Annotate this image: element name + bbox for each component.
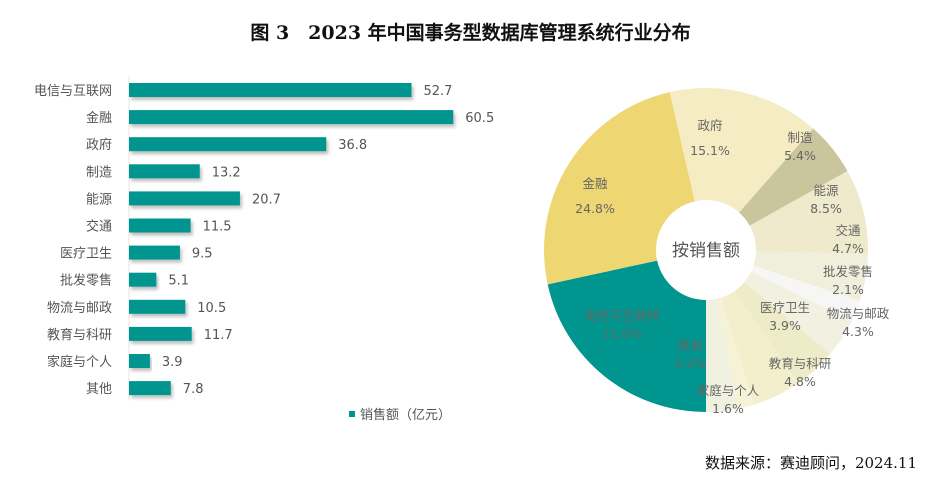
value-label: 20.7	[252, 192, 281, 207]
legend-label: 销售额（亿元）	[360, 407, 451, 423]
slice-label: 医疗卫生	[760, 300, 810, 315]
slice-percent: 8.5%	[810, 201, 842, 216]
category-label: 物流与邮政	[47, 301, 112, 316]
slice-percent: 4.3%	[842, 324, 874, 339]
slice-label: 电信与互联网	[584, 308, 659, 323]
bar	[129, 110, 454, 125]
slice-label: 物流与邮政	[827, 306, 890, 321]
slice-percent: 3.9%	[769, 318, 801, 333]
slice-percent: 21.6%	[602, 326, 642, 341]
slice-percent: 3.2%	[674, 356, 706, 371]
bar	[129, 137, 327, 152]
slice-label: 交通	[835, 223, 861, 238]
category-label: 政府	[86, 138, 112, 153]
bar	[129, 354, 150, 368]
bar	[129, 299, 186, 314]
bar	[129, 191, 240, 206]
bar	[129, 245, 180, 260]
category-label: 电信与互联网	[34, 84, 112, 99]
slice-percent: 4.7%	[832, 241, 864, 256]
slice-percent: 4.8%	[784, 374, 816, 389]
slice-label: 政府	[697, 118, 722, 133]
category-label: 家庭与个人	[47, 354, 112, 370]
bar	[129, 83, 412, 97]
value-label: 10.5	[197, 301, 226, 316]
data-source: 数据来源：赛迪顾问，2024.11	[704, 454, 917, 472]
value-label: 5.1	[168, 274, 189, 289]
slice-percent: 24.8%	[575, 201, 615, 216]
slice-label: 批发零售	[823, 264, 873, 279]
value-label: 7.8	[183, 382, 204, 397]
slice-percent: 5.4%	[784, 148, 816, 163]
category-label: 制造	[86, 165, 112, 180]
slice-percent: 1.6%	[712, 401, 744, 416]
bar	[129, 272, 157, 287]
category-label: 交通	[86, 219, 112, 235]
bar	[129, 381, 171, 396]
value-label: 36.8	[338, 138, 367, 153]
value-label: 13.2	[212, 165, 241, 180]
slice-label: 制造	[787, 130, 813, 145]
bar	[129, 326, 192, 341]
slice-label: 家庭与个人	[697, 383, 760, 398]
center-label: 按销售额	[672, 241, 740, 261]
donut-hole	[656, 200, 756, 300]
bar	[129, 218, 191, 233]
slice-label: 金融	[582, 176, 608, 191]
pie-slice	[547, 250, 706, 412]
category-label: 其他	[86, 382, 112, 397]
category-label: 医疗卫生	[60, 247, 112, 262]
value-label: 9.5	[192, 247, 213, 262]
value-label: 11.7	[204, 328, 233, 343]
value-label: 11.5	[203, 220, 232, 235]
category-label: 金融	[86, 110, 112, 126]
bar	[129, 164, 200, 179]
value-label: 52.7	[423, 84, 452, 99]
slice-label: 教育与科研	[769, 356, 832, 371]
value-label: 60.5	[465, 111, 494, 126]
slice-label: 能源	[813, 183, 839, 198]
category-label: 能源	[86, 192, 112, 207]
legend-swatch	[349, 411, 355, 417]
category-label: 教育与科研	[47, 327, 112, 343]
category-label: 批发零售	[60, 273, 112, 289]
slice-percent: 2.1%	[832, 282, 864, 297]
slice-percent: 15.1%	[690, 143, 730, 158]
slice-label: 其他	[677, 338, 703, 353]
value-label: 3.9	[162, 355, 183, 370]
chart-title: 图 3 2023 年中国事务型数据库管理系统行业分布	[250, 22, 691, 44]
